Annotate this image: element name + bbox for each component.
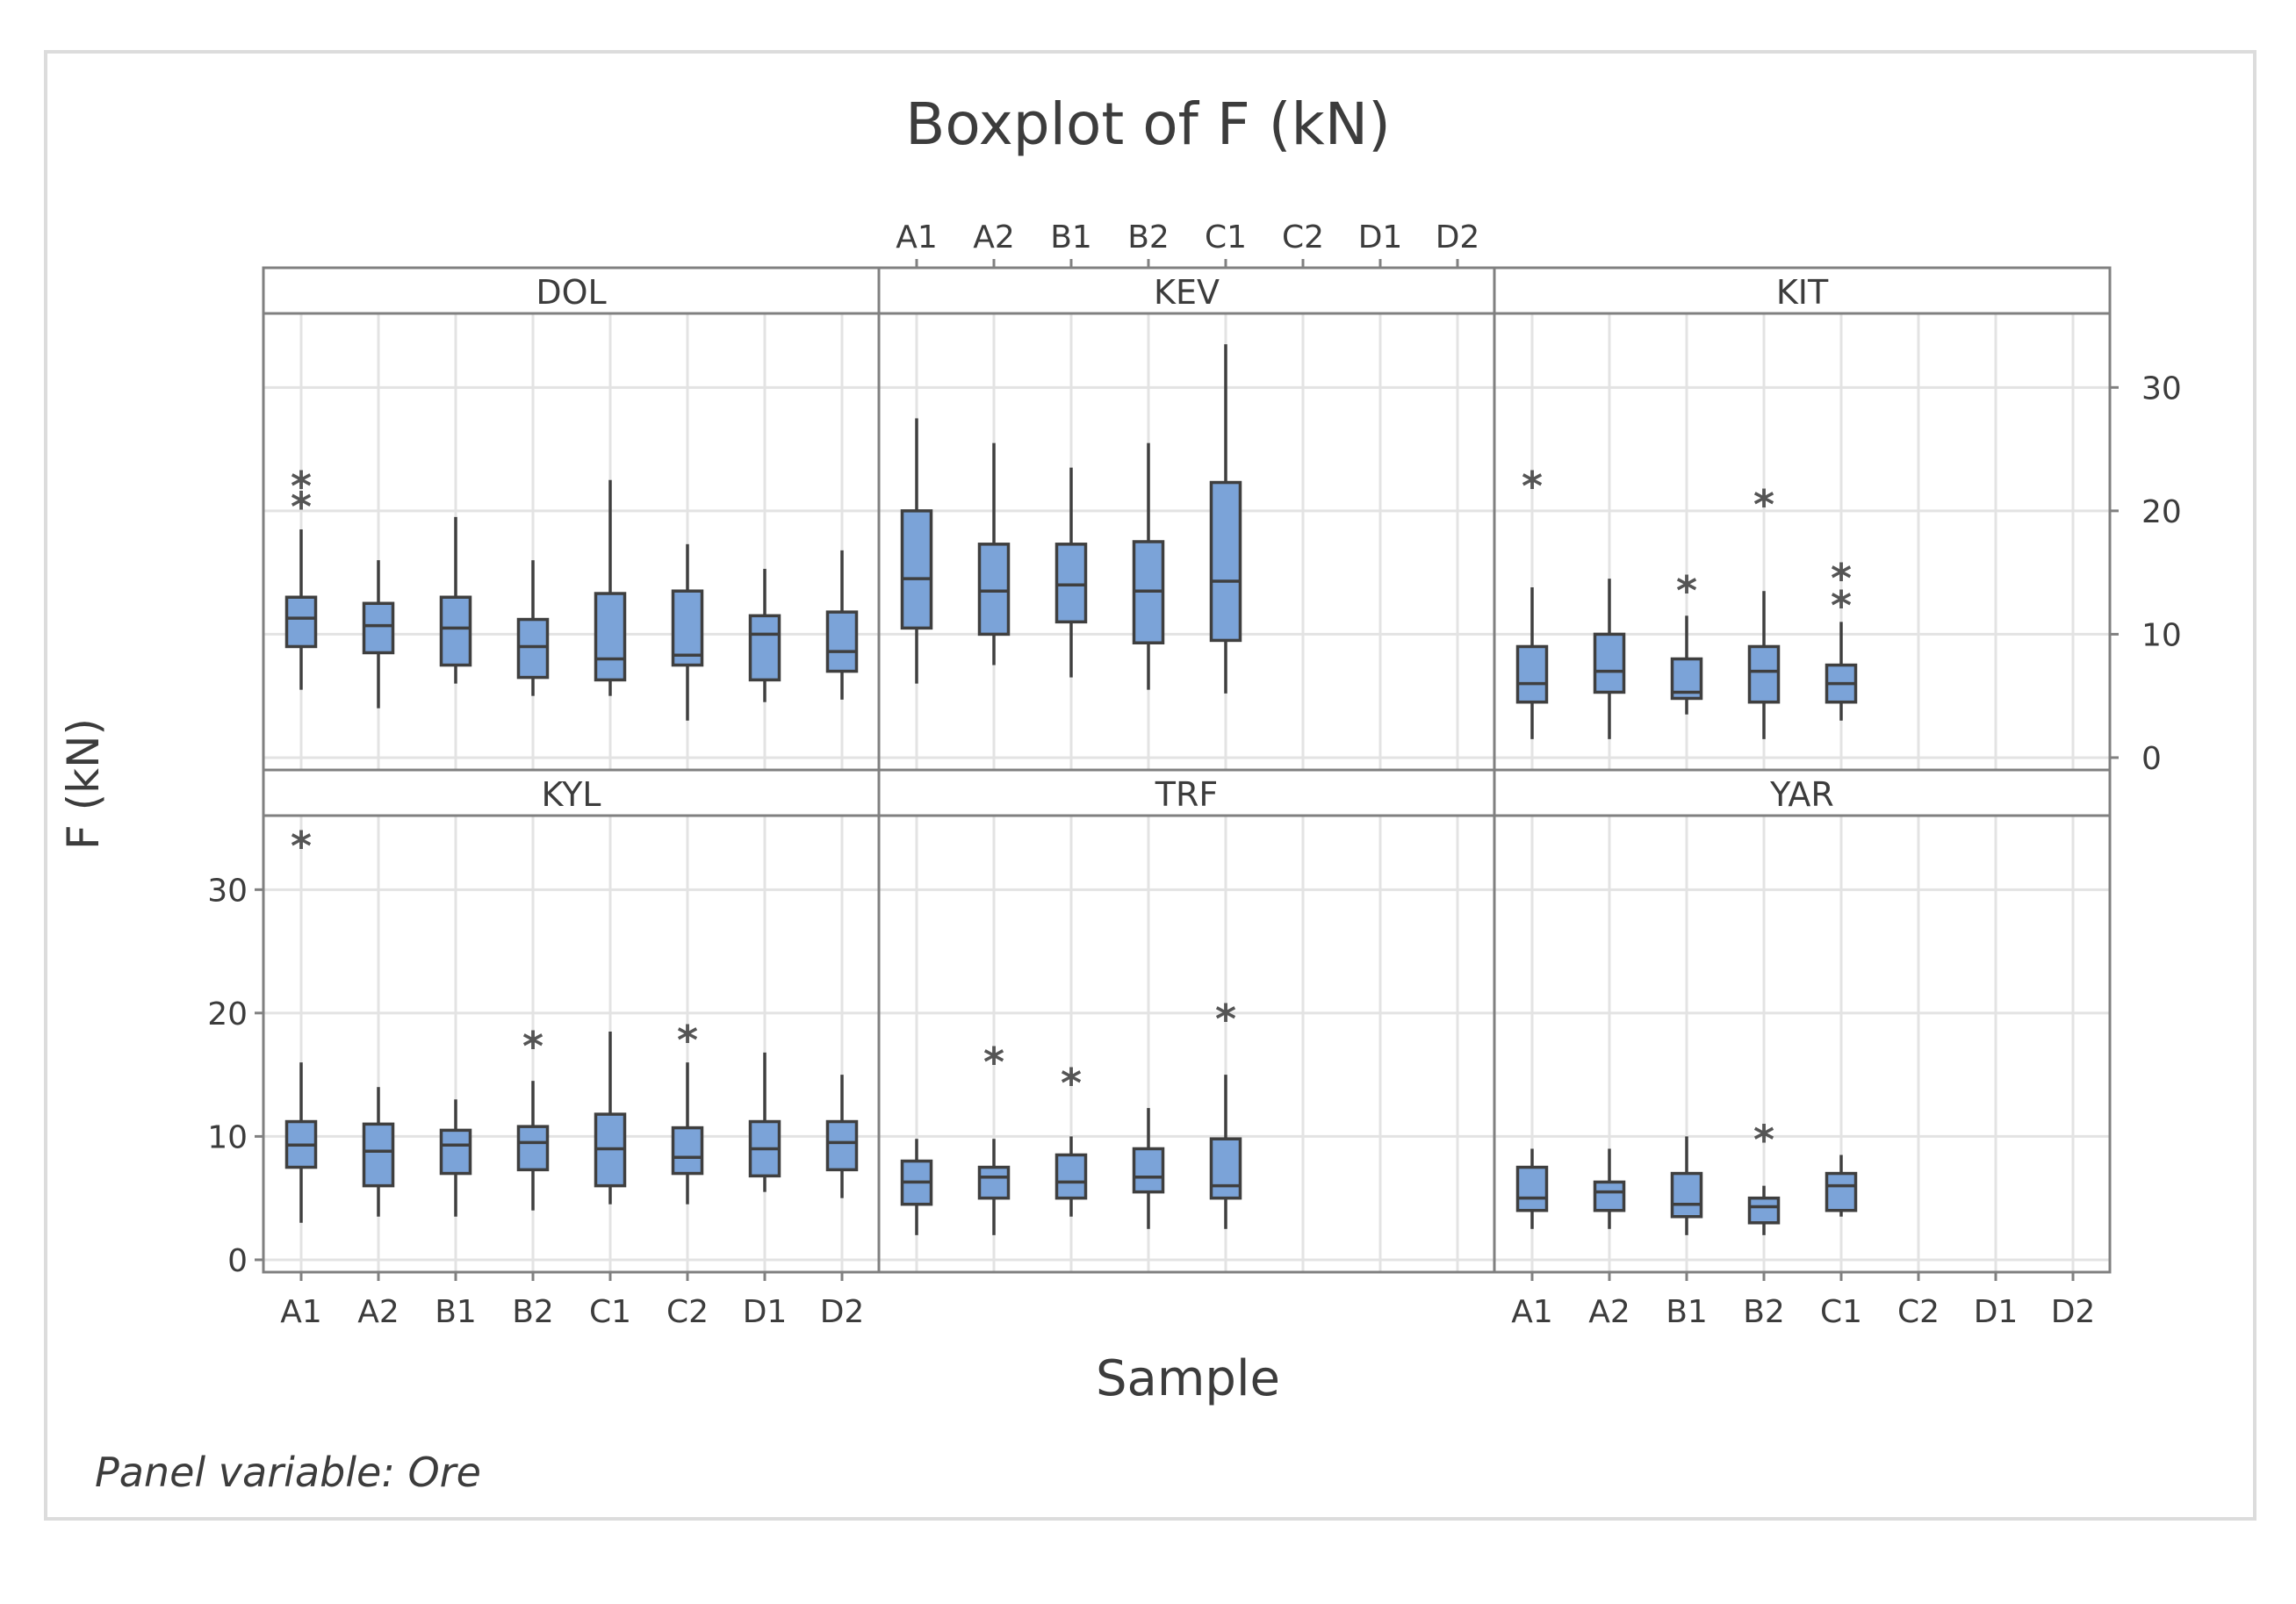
y-tick-label-right: 30 bbox=[2141, 370, 2182, 406]
box-dol-a1 bbox=[284, 595, 318, 649]
box-dol-d2 bbox=[825, 610, 859, 673]
panel-border bbox=[1493, 266, 2112, 772]
x-tick-label: D1 bbox=[1974, 1294, 2019, 1330]
outlier-marker: * bbox=[291, 823, 312, 870]
x-tick-label: C1 bbox=[589, 1294, 631, 1330]
box-kyl-c2 bbox=[671, 1126, 704, 1176]
box-yar-b1 bbox=[1670, 1171, 1703, 1219]
x-tick-label: D1 bbox=[743, 1294, 788, 1330]
box-kit-b2 bbox=[1747, 644, 1781, 704]
outlier-marker: * bbox=[1753, 1117, 1774, 1164]
y-tick-label-right: 10 bbox=[2141, 617, 2182, 653]
box-dol-d1 bbox=[748, 614, 781, 682]
box-trf-c1 bbox=[1209, 1137, 1242, 1200]
panel-label-dol: DOL bbox=[536, 273, 606, 312]
panel-label-kyl: KYL bbox=[542, 775, 601, 814]
y-tick-label-left: 30 bbox=[207, 873, 248, 909]
outlier-marker: * bbox=[291, 463, 312, 510]
box-yar-b2 bbox=[1747, 1196, 1781, 1225]
x-tick-label: B1 bbox=[435, 1294, 477, 1330]
box-kit-a1 bbox=[1515, 644, 1549, 704]
chart-frame bbox=[44, 50, 2256, 1521]
panel-border bbox=[877, 266, 1496, 772]
box-kev-b1 bbox=[1054, 543, 1088, 624]
x-tick-label: C2 bbox=[1897, 1294, 1940, 1330]
y-tick-label-left: 20 bbox=[207, 996, 248, 1032]
y-axis-label: F (kN) bbox=[58, 717, 109, 851]
x-tick-label: D2 bbox=[820, 1294, 865, 1330]
panel-border bbox=[877, 768, 1496, 1274]
x-tick-label: D2 bbox=[1436, 219, 1480, 255]
chart-title: Boxplot of F (kN) bbox=[905, 90, 1391, 158]
x-axis-label: Sample bbox=[1096, 1350, 1280, 1407]
outlier-marker: * bbox=[1831, 555, 1852, 602]
x-tick-label: A1 bbox=[896, 219, 938, 255]
box-trf-a2 bbox=[977, 1165, 1011, 1200]
box-dol-c2 bbox=[671, 589, 704, 667]
box-dol-b2 bbox=[516, 617, 550, 680]
y-tick-label-left: 10 bbox=[207, 1119, 248, 1155]
x-tick-label: C2 bbox=[666, 1294, 709, 1330]
outlier-marker: * bbox=[522, 1023, 543, 1070]
box-kit-a2 bbox=[1593, 632, 1626, 694]
x-tick-label: A2 bbox=[357, 1294, 399, 1330]
box-dol-a2 bbox=[362, 601, 395, 655]
box-kev-a2 bbox=[977, 543, 1011, 637]
x-tick-label: B1 bbox=[1050, 219, 1092, 255]
panel-border bbox=[262, 768, 881, 1274]
box-dol-b1 bbox=[439, 595, 472, 667]
outlier-marker: * bbox=[291, 484, 312, 531]
x-tick-label: C2 bbox=[1282, 219, 1324, 255]
x-tick-label: B2 bbox=[1743, 1294, 1785, 1330]
panel-border bbox=[262, 266, 881, 772]
x-tick-label: C1 bbox=[1205, 219, 1247, 255]
x-tick-label: B2 bbox=[1127, 219, 1170, 255]
box-kev-a1 bbox=[900, 509, 933, 630]
outlier-marker: * bbox=[1215, 996, 1236, 1043]
x-tick-label: B1 bbox=[1666, 1294, 1708, 1330]
panel-label-yar: YAR bbox=[1769, 775, 1834, 814]
box-kyl-b1 bbox=[439, 1128, 472, 1176]
y-tick-label-left: 0 bbox=[227, 1243, 248, 1279]
y-tick-label-right: 20 bbox=[2141, 494, 2182, 530]
x-tick-label: D1 bbox=[1358, 219, 1403, 255]
y-tick-label-right: 0 bbox=[2141, 741, 2162, 777]
outlier-marker: * bbox=[1831, 582, 1852, 629]
outlier-marker: * bbox=[983, 1039, 1004, 1086]
box-kyl-b2 bbox=[516, 1125, 550, 1172]
box-yar-c1 bbox=[1825, 1171, 1858, 1212]
box-trf-b1 bbox=[1054, 1153, 1088, 1200]
box-trf-b2 bbox=[1132, 1147, 1165, 1194]
panel-variable-note: Panel variable: Ore bbox=[95, 1449, 481, 1496]
x-tick-label: A2 bbox=[1588, 1294, 1630, 1330]
panel-border bbox=[1493, 768, 2112, 1274]
outlier-marker: * bbox=[1676, 567, 1697, 615]
box-yar-a1 bbox=[1515, 1165, 1549, 1212]
box-dol-c1 bbox=[594, 592, 627, 682]
box-kev-c1 bbox=[1209, 480, 1242, 643]
box-kyl-a2 bbox=[362, 1122, 395, 1188]
outlier-marker: * bbox=[1522, 463, 1543, 510]
x-tick-label: A1 bbox=[1511, 1294, 1553, 1330]
x-tick-label: B2 bbox=[512, 1294, 554, 1330]
x-tick-label: A1 bbox=[280, 1294, 322, 1330]
outlier-marker: * bbox=[1753, 481, 1774, 529]
x-tick-label: A2 bbox=[973, 219, 1015, 255]
outlier-marker: * bbox=[1061, 1060, 1082, 1107]
x-tick-label: C1 bbox=[1820, 1294, 1862, 1330]
outlier-marker: * bbox=[677, 1017, 698, 1064]
box-yar-a2 bbox=[1593, 1180, 1626, 1212]
panel-label-kit: KIT bbox=[1776, 273, 1829, 312]
box-kyl-d2 bbox=[825, 1119, 859, 1172]
x-tick-label: D2 bbox=[2051, 1294, 2096, 1330]
panel-label-kev: KEV bbox=[1154, 273, 1220, 312]
panel-label-trf: TRF bbox=[1155, 775, 1218, 814]
